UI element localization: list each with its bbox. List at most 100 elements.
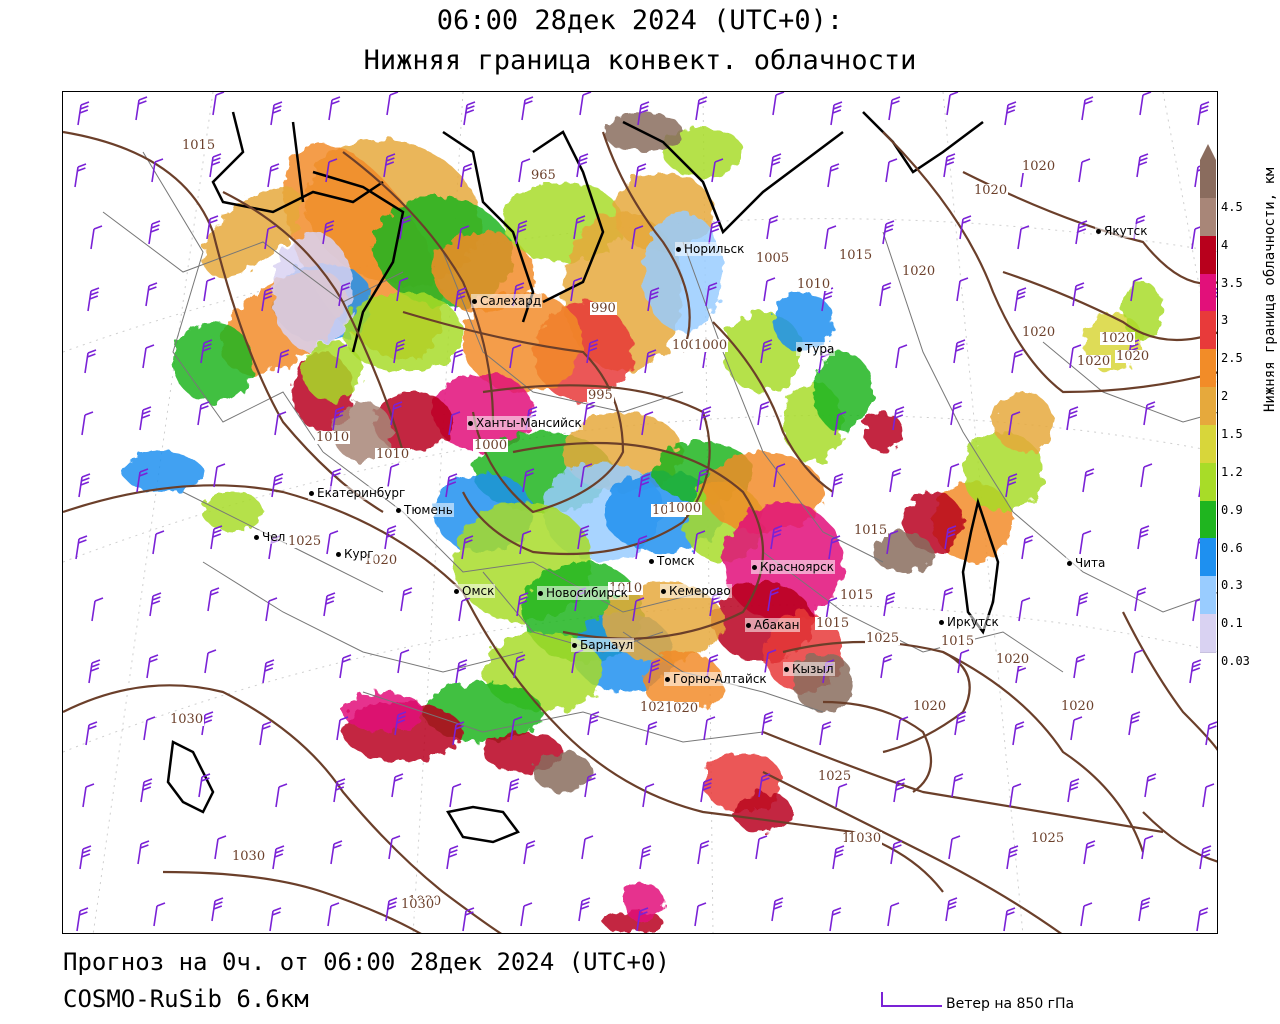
wind-barb: [145, 282, 158, 307]
wind-barb: [516, 592, 529, 617]
wind-barb: [879, 282, 892, 307]
wind-barb: [947, 463, 960, 488]
wind-barb: [457, 225, 470, 250]
wind-legend-label: Ветер на 850 гПа: [946, 996, 1075, 1012]
isobar-label: 1030: [400, 897, 436, 912]
wind-barb: [518, 158, 531, 183]
wind-barb: [274, 411, 287, 436]
legend-tick: 2.5: [1221, 351, 1243, 366]
wind-barb: [391, 773, 404, 798]
wind-barb: [139, 406, 152, 431]
wind-barb: [632, 597, 645, 622]
wind-barb: [383, 153, 396, 178]
city-label: Чел: [253, 530, 287, 544]
city-marker-icon: [784, 667, 789, 672]
wind-barb: [1136, 153, 1149, 178]
wind-barb: [1144, 773, 1157, 798]
wind-barb: [888, 96, 901, 121]
legend-tick: 1.5: [1221, 427, 1243, 441]
isobar-label: 1025: [865, 631, 901, 646]
wind-barb: [339, 654, 352, 679]
city-label: Норильск: [675, 242, 746, 256]
wind-barb: [393, 339, 406, 364]
wind-barb: [79, 845, 92, 870]
legend-swatch: [1200, 614, 1216, 653]
legend-cap: [1200, 144, 1216, 160]
city-name: Новосибирск: [546, 586, 628, 600]
wind-barb: [330, 840, 343, 865]
city-label: Горно-Алтайск: [664, 672, 768, 686]
city-label: Кызыл: [783, 662, 835, 676]
legend-tick: 0.6: [1221, 540, 1243, 555]
wind-barb: [270, 101, 283, 126]
isobar-label: 1005: [755, 251, 791, 266]
wind-barb: [1070, 716, 1083, 741]
wind-barb: [708, 220, 721, 245]
wind-barb: [523, 840, 536, 865]
legend-tick: 1.2: [1221, 464, 1243, 479]
city-name: Иркутск: [947, 615, 999, 629]
wind-barb: [262, 659, 275, 684]
wind-barb: [1143, 401, 1156, 426]
wind-barb: [397, 649, 410, 674]
wind-barb: [587, 711, 600, 736]
city-name: Тура: [805, 342, 835, 356]
forecast-map[interactable]: 1015 1020 1020 1020 1020 1015 1010 1005 1020 1020…: [62, 91, 1218, 934]
isobar-label: 1030: [847, 831, 883, 846]
wind-barb: [583, 401, 596, 426]
wind-barb: [824, 225, 837, 250]
cloud-base-field: [123, 112, 1163, 932]
wind-barb: [586, 339, 599, 364]
wind-barb: [944, 525, 957, 550]
wind-barb: [214, 835, 227, 860]
wind-barb: [956, 277, 969, 302]
wind-barb: [1005, 473, 1018, 498]
wind-barb: [946, 92, 959, 116]
wind-barb: [1189, 659, 1202, 684]
wind-barb: [445, 473, 458, 498]
city-name: Барнаул: [580, 638, 634, 652]
city-marker-icon: [454, 589, 459, 594]
wind-barb: [703, 716, 716, 741]
wind-barb: [1073, 654, 1086, 679]
city-name: Чел: [262, 530, 286, 544]
city-marker-icon: [1096, 229, 1101, 234]
wind-barb: [1141, 835, 1154, 860]
cloud-area: [343, 292, 463, 372]
isobar-label: 1000: [667, 501, 703, 516]
city-label: Ханты-Мансийск: [467, 416, 583, 430]
city-label: Красноярск: [751, 560, 835, 574]
map-title: 06:00 28дек 2024 (UTC+0):: [436, 5, 844, 36]
wind-barb: [153, 902, 166, 927]
city-marker-icon: [939, 620, 944, 625]
wind-barb: [271, 473, 284, 498]
wind-barb: [520, 902, 533, 927]
wind-barb: [84, 349, 97, 374]
wind-barb: [767, 587, 780, 612]
isobar-label: 1030: [169, 712, 205, 727]
wind-barb: [758, 773, 771, 798]
wind-barb: [325, 158, 338, 183]
wind-barb: [209, 153, 222, 178]
isobar-label: 1015: [181, 138, 217, 153]
wind-barb: [396, 277, 409, 302]
wind-barb: [1075, 220, 1088, 245]
wind-barb: [1197, 101, 1210, 126]
wind-barb: [889, 468, 902, 493]
city-marker-icon: [797, 347, 802, 352]
wind-barb: [152, 530, 165, 555]
wind-barb: [261, 287, 274, 312]
wind-barb: [454, 287, 467, 312]
wind-barb: [1018, 597, 1031, 622]
wind-barb: [1004, 101, 1017, 126]
wind-barb: [631, 225, 644, 250]
wind-barb: [693, 530, 706, 555]
wind-barb: [945, 897, 958, 922]
wind-barb: [452, 721, 465, 746]
city-name: Салехард: [480, 294, 542, 308]
wind-barb: [880, 654, 893, 679]
wind-barb: [954, 711, 967, 736]
wind-barb: [1003, 907, 1016, 932]
wind-barb: [386, 92, 399, 116]
city-name: Екатеринбург: [317, 486, 406, 500]
